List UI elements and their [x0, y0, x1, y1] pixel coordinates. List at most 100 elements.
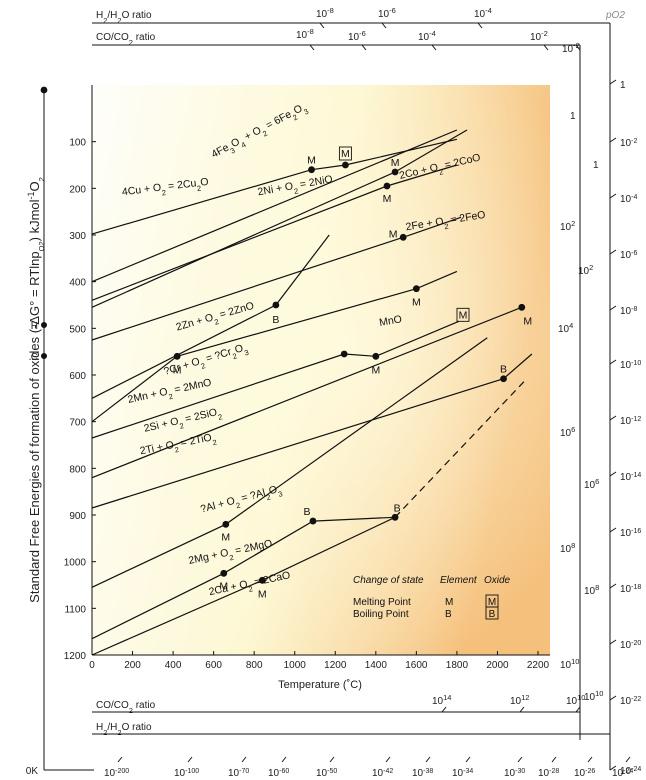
reaction-sub-0-sub3: 2 — [261, 128, 269, 138]
y-tick-label-0: 100 — [69, 138, 86, 149]
po-base-6: 10 — [620, 416, 632, 427]
bottom-co-ticklabel-1: 1012 — [510, 693, 529, 708]
bpo-exp-10: -26 — [585, 768, 595, 775]
x-tick-label-0: 0 — [89, 660, 95, 671]
reaction-label-1: 4Cu + O2 = 2Cu2O — [121, 176, 209, 202]
reaction-text-1-pre: 4Cu + O — [121, 182, 162, 199]
top-co-ticklabel-4: 10-2 — [562, 41, 580, 56]
bottom-co-label: CO/CO2 ratio — [96, 700, 156, 715]
bottom-pO2-ticklabel-5: 10-42 — [372, 768, 393, 780]
tc-exp-0: -8 — [307, 27, 314, 36]
pO2-tick-6 — [609, 415, 617, 421]
bpo-exp-5: -42 — [383, 768, 393, 775]
tc-exp-4: -2 — [573, 41, 580, 50]
reaction-sub-0-sub5: 3 — [302, 106, 310, 116]
pO2-tick-11 — [609, 695, 617, 701]
po-exp-8: -16 — [631, 528, 641, 535]
point-label-12: M — [221, 531, 230, 543]
x-tick-label-2: 400 — [165, 660, 182, 671]
data-point-1 — [342, 161, 349, 169]
bpo-exp-8: -30 — [515, 768, 525, 775]
boxed-label-frame-1 — [338, 146, 352, 161]
top-h2-label: H2/H2O ratio — [96, 10, 152, 25]
reaction-sub-8-sub2: 2 — [217, 412, 223, 422]
x-tick-label-7: 1400 — [365, 660, 388, 671]
reaction-sub-9-sub1: 2 — [174, 445, 180, 455]
po-base-4: 10 — [620, 306, 632, 317]
tc-s1: 2 — [129, 38, 133, 47]
rh-base-0: 10 — [584, 480, 596, 491]
legend-oxide-box-1 — [485, 606, 499, 620]
top-h2-tick-1 — [381, 22, 387, 29]
reaction-text-1-mid: = 2Cu — [165, 177, 198, 193]
th-b: /H — [107, 10, 117, 21]
point-label-5: B — [272, 314, 279, 326]
point-label-11: B — [500, 364, 507, 376]
po-base-12: 10 — [620, 766, 632, 777]
y-axis-title: Standard Free Energies of formation of o… — [26, 177, 46, 603]
reaction-sub-1-sub1: 2 — [161, 188, 166, 197]
reaction-sub-10-sub2: 2 — [265, 492, 271, 502]
rc-base-3: 10 — [578, 266, 590, 277]
reaction-sub-0-sub2: 4 — [239, 140, 247, 150]
y-title-a: Standard Free Energies of formation of o… — [27, 251, 42, 602]
bco-base-1: 10 — [510, 696, 522, 707]
data-point-13 — [309, 517, 317, 525]
po-base-2: 10 — [620, 194, 632, 205]
bottom-pO2-tick-0 — [117, 756, 123, 763]
data-point-2 — [391, 168, 399, 176]
pO2-ticklabel-10: 10-20 — [620, 640, 641, 652]
tc-base-1: 10 — [348, 32, 360, 43]
bc-s: 2 — [129, 706, 133, 715]
po-base-1: 10 — [620, 138, 632, 149]
top-co-tick-3 — [543, 44, 549, 51]
rc-base-4: 10 — [558, 324, 570, 335]
bpo-base-3: 10 — [268, 768, 280, 779]
y-tick-label-2: 300 — [69, 231, 86, 242]
bottom-pO2-tick-1 — [187, 756, 193, 763]
series-line-6 — [91, 270, 458, 423]
reaction-sub-12-sub1: 2 — [248, 584, 254, 594]
data-point-3 — [383, 182, 391, 190]
rc-base-2: 10 — [560, 222, 572, 233]
pO2-tick-8 — [609, 527, 617, 533]
bottom-pO2-tick-6 — [425, 756, 431, 763]
pO2-ticklabel-11: 10-22 — [620, 696, 641, 708]
bh-s1: 2 — [103, 728, 107, 737]
bc-b: ratio — [133, 700, 156, 711]
x-tick-label-5: 1000 — [284, 660, 307, 671]
bpo-exp-0: -200 — [115, 768, 129, 775]
pO2-tick-10 — [609, 639, 617, 645]
right-co-ticklabel-7: 1010 — [560, 657, 579, 672]
reaction-label-4: 2Fe + O2 = 2FeO — [405, 209, 487, 237]
rc-base-5: 10 — [560, 428, 572, 439]
left-scale-label-0: H — [31, 321, 38, 332]
bpo-exp-7: -34 — [463, 768, 473, 775]
rc-base-6: 10 — [560, 544, 572, 555]
bottom-pO2-ticklabel-4: 10-50 — [316, 768, 337, 780]
reaction-sub-2-sub1: 2 — [438, 167, 444, 177]
pO2-tick-12 — [609, 765, 617, 771]
rc-exp-7: 10 — [571, 657, 579, 666]
bpo-base-11: 10 — [612, 768, 624, 779]
reaction-sub-3-sub1: 2 — [293, 186, 299, 196]
bpo-exp-4: -50 — [327, 768, 337, 775]
y-tick-label-7: 800 — [69, 464, 86, 475]
bottom-pO2-tick-9 — [551, 756, 557, 763]
reaction-sub-1-sub2: 2 — [196, 183, 201, 192]
tc-base-4: 10 — [562, 44, 574, 55]
right-h-ticklabel-1: 108 — [584, 583, 599, 598]
reaction-text-4-mid: = 2FeO — [447, 209, 487, 227]
th-c: O ratio — [122, 10, 152, 21]
x-tick-label-3: 600 — [205, 660, 222, 671]
right-co-ticklabel-5: 106 — [560, 425, 575, 440]
data-point-5 — [272, 301, 280, 309]
point-label-13: B — [303, 506, 310, 518]
top-co-ticklabel-2: 10-4 — [418, 29, 436, 44]
y-tick-label-4: 500 — [69, 324, 86, 335]
tc-exp-3: -2 — [541, 29, 548, 38]
top-co-tick-0 — [309, 44, 315, 51]
bpo-exp-2: -70 — [239, 768, 249, 775]
po-exp-3: -6 — [631, 250, 637, 257]
data-point-7 — [173, 352, 181, 360]
